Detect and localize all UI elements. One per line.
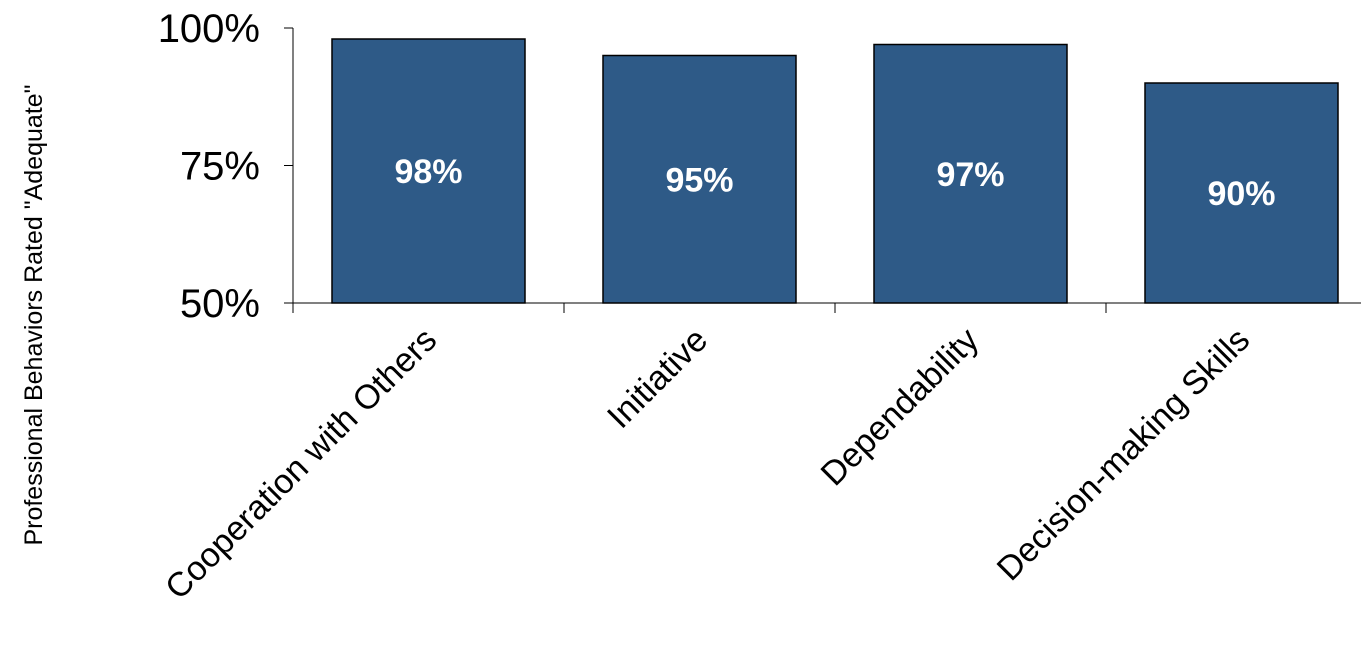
bar-value-label: 90% [1207, 175, 1275, 213]
x-category-label: Dependability [814, 321, 987, 494]
bar-value-label: 97% [936, 156, 1004, 194]
axes [284, 27, 1361, 313]
bar [873, 43, 1068, 304]
x-category-label: Decision-making Skills [990, 321, 1257, 588]
x-tick-labels: Cooperation with Others Initiative Dependa… [158, 321, 1257, 607]
y-axis-title: Professional Behaviors Rated "Adequate" [20, 84, 48, 545]
bar [1144, 82, 1339, 304]
y-tick-label: 50% [180, 282, 260, 326]
y-axis-title-group: Professional Behaviors Rated "Adequate" [20, 84, 48, 545]
x-category-label: Initiative [600, 321, 715, 436]
bar [331, 38, 526, 304]
bar [602, 54, 797, 304]
bar-value-label: 98% [394, 153, 462, 191]
y-tick-label: 100% [158, 7, 260, 51]
x-category-label: Cooperation with Others [158, 321, 444, 607]
bars: 98% 95% 97% 90% [331, 38, 1339, 304]
bar-value-label: 95% [665, 161, 733, 199]
y-tick-label: 75% [180, 145, 260, 189]
y-tick-labels: 50% 75% 100% [158, 7, 260, 326]
